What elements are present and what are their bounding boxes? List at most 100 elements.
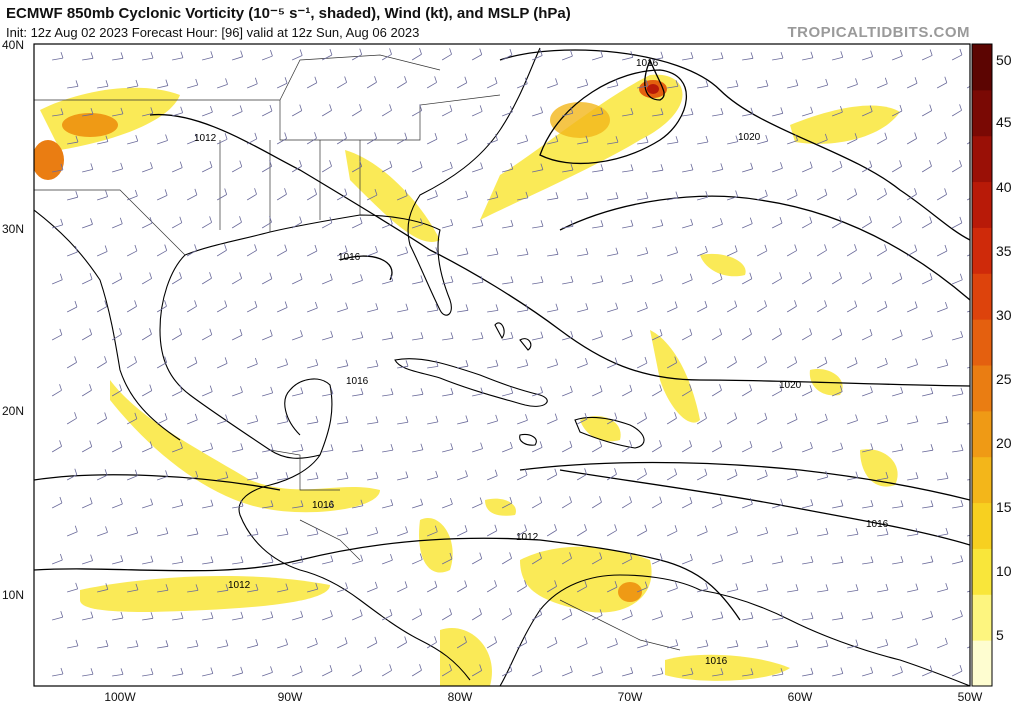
wind-barb-flag <box>165 79 169 86</box>
wind-barb <box>366 138 377 145</box>
wind-barb <box>142 112 153 117</box>
wind-barb-flag <box>194 244 197 251</box>
wind-barb <box>52 616 63 621</box>
wind-barb-flag <box>945 472 949 479</box>
wind-barb <box>187 476 198 481</box>
wind-barb <box>277 533 289 537</box>
wind-barb-flag <box>735 80 739 87</box>
wind-barb <box>501 558 512 565</box>
wind-barb-flag <box>645 136 649 143</box>
wind-barb-flag <box>464 76 468 83</box>
wind-barb <box>787 589 799 593</box>
wind-barb-flag <box>690 667 694 675</box>
wind-barb-flag <box>330 500 334 507</box>
wind-barb-flag <box>705 191 709 198</box>
wind-barb <box>156 305 167 313</box>
wind-barb-flag <box>149 272 153 279</box>
wind-barb-flag <box>839 385 843 392</box>
wind-barb-flag <box>659 329 663 336</box>
wind-barb <box>217 84 228 89</box>
wind-barb <box>741 333 752 341</box>
wind-barb-flag <box>435 304 439 311</box>
wind-barb <box>157 140 168 145</box>
wind-barb <box>381 166 393 173</box>
wind-barb <box>922 393 933 397</box>
wind-barb <box>892 392 903 397</box>
wind-barb-flag <box>150 555 154 562</box>
wind-barb-flag <box>479 497 483 504</box>
colorbar-segment <box>972 594 992 641</box>
wind-barb <box>216 306 227 313</box>
wind-barb <box>247 533 259 537</box>
wind-barb <box>966 254 970 257</box>
wind-barb <box>456 641 467 649</box>
wind-barb-flag <box>765 526 769 534</box>
wind-barb <box>846 138 858 145</box>
isobars <box>34 49 970 621</box>
wind-barb-flag <box>705 639 709 646</box>
wind-barb-flag <box>150 612 154 619</box>
wind-barb-flag <box>434 580 438 587</box>
wind-barb <box>622 672 633 677</box>
wind-barb-flag <box>375 359 379 367</box>
wind-barb <box>906 138 917 145</box>
wind-barb-flag <box>914 132 918 139</box>
wind-barb-flag <box>449 48 452 55</box>
wind-barb <box>906 307 918 313</box>
wind-barb-flag <box>810 499 814 506</box>
wind-barb <box>291 165 302 173</box>
wind-barb-flag <box>839 216 842 223</box>
wind-barb-flag <box>119 272 123 279</box>
wind-barb-flag <box>345 359 349 366</box>
wind-barb <box>126 306 137 313</box>
wind-barb <box>696 251 708 257</box>
wind-barb <box>937 307 948 313</box>
wind-barb-flag <box>780 107 784 114</box>
wind-barb-flag <box>360 274 363 281</box>
wind-barb-flag <box>855 471 859 478</box>
wind-barb-flag <box>300 330 303 337</box>
wind-barb <box>966 85 970 89</box>
wind-barb-flag <box>240 556 244 563</box>
wind-barb <box>82 113 94 117</box>
wind-barb <box>397 365 409 369</box>
wind-barb <box>816 419 828 425</box>
wind-barb <box>636 362 648 369</box>
wind-barb <box>382 504 393 509</box>
wind-barb-flag <box>254 132 258 139</box>
isobar-label: 1016 <box>346 376 369 387</box>
wind-barb <box>696 417 707 425</box>
wind-barb <box>141 390 152 397</box>
wind-barb <box>697 141 709 145</box>
wind-barb-flag <box>644 412 647 419</box>
wind-barb <box>742 113 754 117</box>
wind-barb <box>891 166 902 173</box>
wind-barb <box>757 532 768 537</box>
wind-barb-flag <box>855 528 859 535</box>
wind-barb-flag <box>494 77 498 84</box>
wind-barb-flag <box>810 442 813 449</box>
wind-barb <box>667 587 678 593</box>
wind-barb <box>921 55 933 61</box>
wind-barb-flag <box>959 273 963 280</box>
wind-barb-flag <box>329 48 333 56</box>
wind-barb-flag <box>930 555 934 562</box>
wind-barb-flag <box>164 356 168 363</box>
wind-barb-flag <box>495 359 499 366</box>
wind-barb-flag <box>540 276 544 283</box>
wind-barb-flag <box>570 163 574 171</box>
wind-barb <box>922 505 934 509</box>
wind-barb <box>712 673 724 677</box>
wind-barb-flag <box>614 524 618 531</box>
wind-barb-flag <box>194 188 198 196</box>
wind-barb-flag <box>240 386 243 393</box>
wind-barb <box>667 645 678 649</box>
wind-barb <box>412 281 423 285</box>
wind-barb <box>292 449 304 453</box>
wind-barb <box>322 505 334 509</box>
wind-barb-flag <box>929 160 932 167</box>
wind-barb <box>576 474 587 481</box>
wind-barb-flag <box>134 189 138 197</box>
wind-barb <box>727 645 739 649</box>
wind-barb <box>397 421 409 425</box>
